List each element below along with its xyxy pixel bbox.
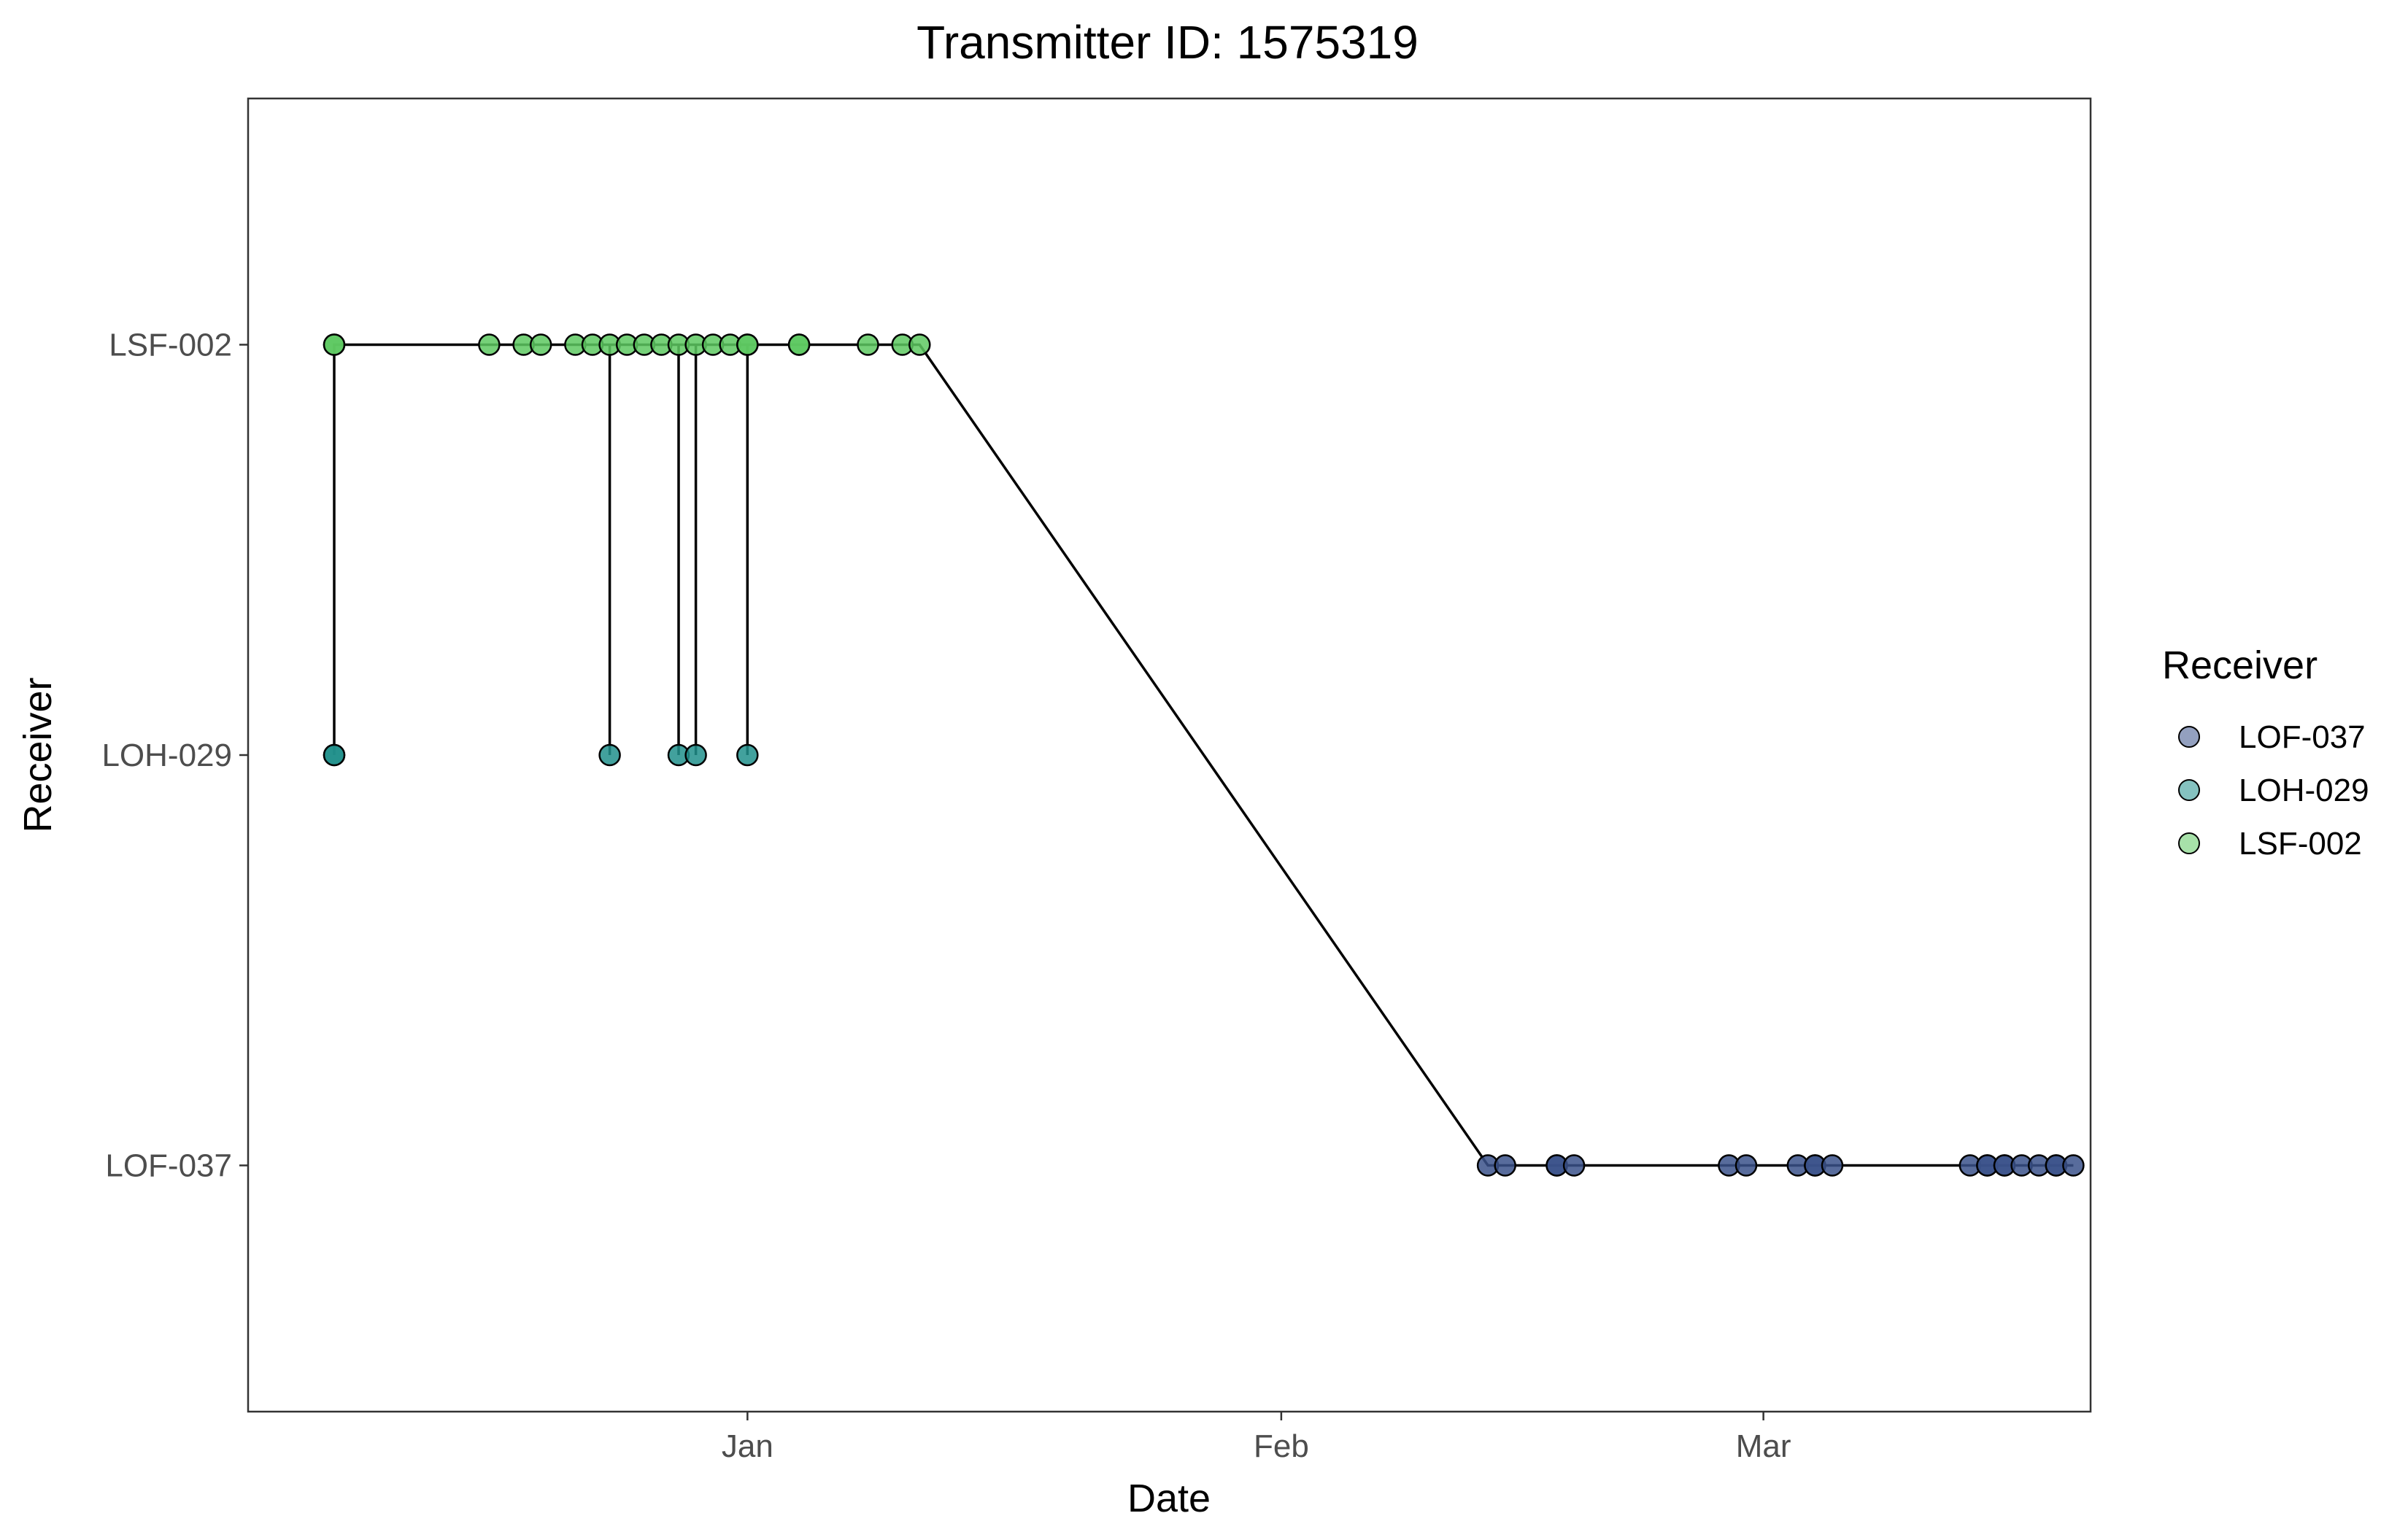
legend-key [2178, 832, 2200, 854]
y-tick-label: LSF-002 [109, 328, 232, 363]
data-point [736, 333, 759, 356]
series-lsf-002 [323, 333, 931, 356]
data-point [1494, 1154, 1516, 1177]
y-tick-label: LOF-037 [105, 1148, 232, 1184]
legend-key [2178, 779, 2200, 801]
data-point [1734, 1154, 1758, 1177]
data-point [323, 333, 346, 356]
legend-label: LOH-029 [2239, 773, 2369, 808]
data-point [787, 333, 811, 356]
legend-title: Receiver [2162, 643, 2318, 687]
data-point [529, 333, 552, 356]
legend-label: LSF-002 [2239, 826, 2362, 862]
data-point [908, 333, 931, 356]
y-tick-label: LOH-029 [101, 738, 232, 773]
chart-title: Transmitter ID: 1575319 [916, 16, 1419, 69]
x-axis-title: Date [1127, 1477, 1211, 1520]
y-axis-title: Receiver [16, 677, 60, 832]
plot-border [247, 97, 2092, 1413]
legend-label: LOF-037 [2239, 719, 2366, 755]
data-point [323, 743, 346, 767]
data-point [857, 333, 879, 356]
x-tick-label: Jan [722, 1428, 773, 1464]
x-tick-label: Feb [1254, 1428, 1309, 1464]
data-point [2062, 1154, 2085, 1177]
legend-key [2178, 726, 2200, 748]
data-point [736, 743, 759, 767]
data-point [598, 743, 621, 767]
series-loh-029 [323, 743, 759, 767]
plot-area [323, 333, 2085, 1177]
x-axis: Jan Feb Mar [722, 1412, 1791, 1464]
data-point [1821, 1154, 1844, 1177]
data-point [478, 333, 501, 356]
data-point [684, 743, 707, 767]
legend: Receiver LOF-037 LOH-029 LSF-002 [2162, 643, 2369, 862]
series-lof-037 [1476, 1154, 2085, 1177]
x-tick-label: Mar [1736, 1428, 1791, 1464]
y-axis: LOF-037 LOH-029 LSF-002 [101, 328, 248, 1184]
track-line [333, 343, 2074, 1167]
data-point [1562, 1154, 1586, 1177]
